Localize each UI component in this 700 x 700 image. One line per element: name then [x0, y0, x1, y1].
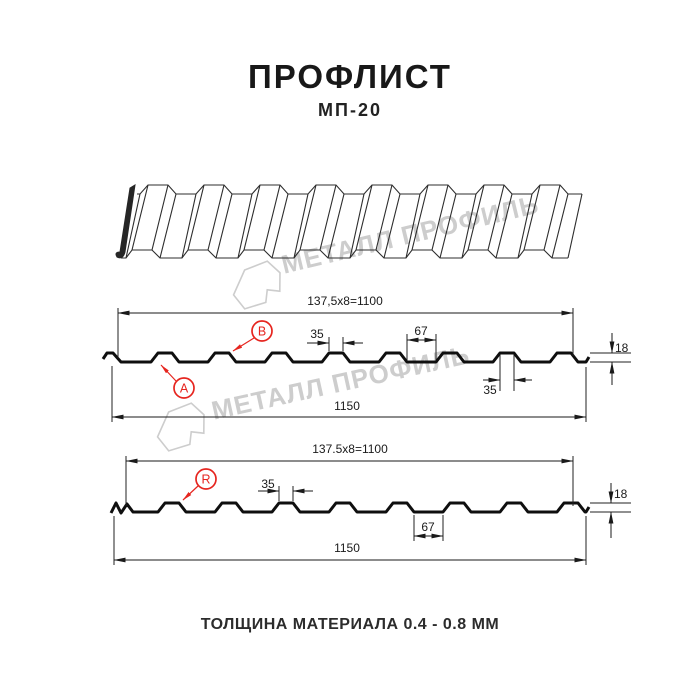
dim-rib-width-reverse: 35	[261, 477, 275, 491]
label-a-leader	[160, 364, 177, 382]
label-r-leader	[182, 485, 199, 501]
material-thickness-note: ТОЛЩИНА МАТЕРИАЛА 0.4 - 0.8 ММ	[200, 616, 500, 633]
watermark-logo-icon	[156, 402, 205, 452]
reverse-dimension-lines	[113, 458, 614, 563]
front-profile-outline	[101, 351, 591, 364]
dim-valley-width-reverse: 67	[421, 520, 435, 534]
label-b-leader	[232, 337, 255, 352]
dim-height-front: 18	[615, 341, 629, 355]
reverse-profile-diagram: 137.5x8=1100 35 67 18 1150 R	[109, 442, 631, 565]
dim-module-reverse: 137.5x8=1100	[312, 442, 388, 456]
profile-3d-view	[115, 184, 583, 259]
label-b-letter: B	[258, 325, 266, 339]
front-extension-lines	[111, 308, 631, 422]
sheet-cut-edge	[115, 184, 136, 259]
watermark-logo-icon	[232, 260, 281, 310]
dim-rib-width-lower-front: 35	[483, 383, 497, 397]
label-a-badge	[173, 377, 195, 399]
sheet-rib-lines	[125, 184, 583, 259]
sheet-near-edge	[121, 249, 568, 259]
dim-valley-width-front: 67	[414, 324, 428, 338]
dim-module-front: 137,5x8=1100	[307, 294, 383, 308]
reverse-profile-outline	[109, 501, 591, 515]
dim-height-reverse: 18	[614, 487, 628, 501]
front-profile-diagram: 137,5x8=1100 35 67 18 35 1150 A B	[101, 294, 631, 422]
dim-total-width-reverse: 1150	[334, 541, 360, 555]
dim-rib-width-front: 35	[310, 327, 324, 341]
label-b-badge	[251, 320, 273, 342]
dim-total-width-front: 1150	[334, 399, 360, 413]
page-title: ПРОФЛИСТ	[248, 58, 452, 95]
label-a-letter: A	[180, 382, 189, 396]
label-r-badge	[195, 468, 217, 490]
sheet-far-edge	[137, 184, 582, 195]
label-r-letter: R	[201, 473, 210, 487]
profile-model-subtitle: МП-20	[318, 100, 382, 120]
front-dimension-lines	[111, 310, 615, 420]
